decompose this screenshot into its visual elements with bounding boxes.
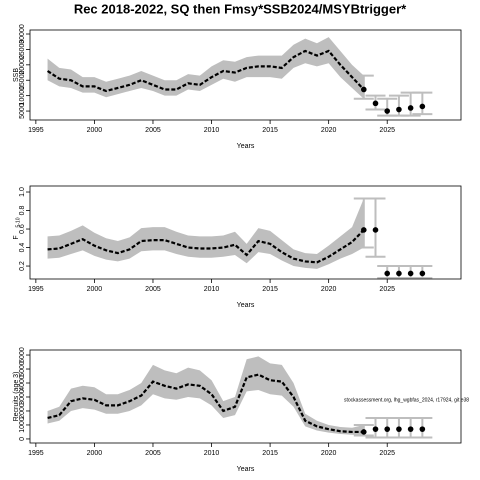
projection-point: [419, 426, 426, 432]
x-axis-label: Years: [237, 466, 255, 473]
y-tick-label: 1000: [19, 417, 26, 433]
projection-point: [419, 103, 426, 110]
y-tick-label: 5000: [19, 361, 26, 377]
panel: 1995 2000 2005 2010 2015 2020 2025 500010000150…: [13, 24, 462, 150]
x-axis-label: Years: [237, 302, 255, 309]
y-tick-label: 15000: [19, 70, 26, 90]
plot-frame: [29, 29, 462, 121]
x-tick-label: 2020: [321, 127, 337, 134]
y-tick-label: 4000: [19, 375, 26, 391]
y-tick-label: 25000: [19, 40, 26, 60]
y-tick-label: 3000: [19, 389, 26, 405]
projection-point: [372, 227, 379, 233]
x-tick-label: 1995: [28, 450, 44, 457]
confidence-band: [47, 356, 364, 436]
y-tick-label: 30000: [19, 24, 26, 44]
y-tick-label: 6000: [19, 347, 26, 363]
x-tick-label: 2025: [379, 286, 395, 293]
estimate-line: [46, 49, 365, 93]
projection-point: [360, 86, 367, 93]
y-tick-label: 0.2: [19, 261, 26, 271]
annotation: stockassessment.org, lhg_wgbfas_2024, r1…: [344, 397, 469, 403]
x-axis-label: Years: [237, 143, 255, 150]
projection-point: [407, 270, 414, 277]
y-tick-label: 0.8: [19, 206, 26, 216]
y-tick-label: 0: [19, 437, 26, 441]
projection-point: [419, 270, 426, 277]
y-axis-label: Recruits (age 3): [13, 372, 20, 422]
estimate-line: [47, 229, 365, 264]
projection-point: [372, 100, 379, 107]
confidence-band: [47, 198, 364, 269]
x-tick-label: 2025: [379, 127, 395, 134]
projection-point: [360, 429, 367, 435]
x-tick-label: 2020: [321, 450, 337, 457]
x-tick-label: 2020: [321, 286, 337, 293]
y-tick-label: 0.4: [19, 243, 26, 253]
projection-point: [384, 270, 391, 277]
panel: 1995 2000 2005 2010 2015 2020 2025 0.2 0.4 0.6 0.8…: [13, 185, 462, 309]
x-tick-label: 1995: [28, 127, 44, 134]
projection-point: [360, 227, 367, 233]
x-tick-label: 2010: [204, 450, 220, 457]
x-tick-label: 2005: [145, 127, 161, 134]
y-tick-label: 10000: [19, 86, 26, 106]
projection-point: [407, 426, 414, 432]
y-axis-label-subscript: 5-10: [15, 217, 21, 227]
x-tick-label: 2000: [87, 450, 103, 457]
x-tick-label: 2015: [262, 450, 278, 457]
x-tick-label: 2015: [262, 127, 278, 134]
y-tick-label: 1.0: [19, 187, 26, 197]
estimate-line: [47, 373, 364, 434]
projection-point: [407, 105, 414, 111]
projection-point: [384, 108, 391, 114]
plot-frame: [29, 349, 462, 444]
y-axis-label: SSB: [13, 68, 20, 82]
x-tick-label: 2005: [145, 450, 161, 457]
x-tick-label: 2000: [87, 127, 103, 134]
confidence-band: [47, 37, 364, 99]
projection-point: [396, 106, 402, 113]
projection-point: [372, 426, 379, 432]
y-axis-label: F: [13, 235, 20, 239]
y-tick-label: 20000: [19, 55, 26, 75]
x-tick-label: 1995: [28, 286, 44, 293]
y-tick-label: 5000: [19, 103, 26, 119]
projection-point: [384, 426, 391, 432]
x-tick-label: 2015: [262, 286, 278, 293]
panel: 1995 2000 2005 2010 2015 2020 2025010002000300…: [13, 347, 469, 473]
plot-frame: [29, 185, 462, 280]
x-tick-label: 2000: [87, 286, 103, 293]
figure-title: Rec 2018-2022, SQ then Fmsy*SSB2024/MSYB…: [74, 1, 407, 16]
x-tick-label: 2010: [204, 127, 220, 134]
x-tick-label: 2010: [204, 286, 220, 293]
x-tick-label: 2005: [145, 286, 161, 293]
projection-point: [396, 270, 402, 277]
y-tick-label: 0.6: [19, 224, 26, 234]
projection-point: [396, 426, 402, 432]
x-tick-label: 2025: [379, 450, 395, 457]
y-tick-label: 2000: [19, 403, 26, 419]
